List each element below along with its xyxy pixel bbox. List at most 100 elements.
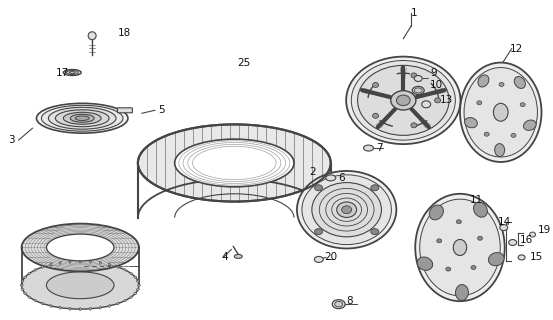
Ellipse shape <box>422 101 431 108</box>
Ellipse shape <box>411 73 417 78</box>
Ellipse shape <box>75 116 89 121</box>
Text: 1: 1 <box>411 8 418 18</box>
Ellipse shape <box>41 266 44 268</box>
Ellipse shape <box>108 263 111 266</box>
Ellipse shape <box>24 292 27 294</box>
Ellipse shape <box>28 272 31 275</box>
Ellipse shape <box>90 307 91 310</box>
Ellipse shape <box>59 261 61 264</box>
Ellipse shape <box>435 98 441 103</box>
Ellipse shape <box>415 194 505 301</box>
Ellipse shape <box>34 300 36 302</box>
Ellipse shape <box>414 76 422 82</box>
Text: 4: 4 <box>221 252 228 262</box>
Ellipse shape <box>446 267 451 271</box>
Ellipse shape <box>530 232 535 237</box>
Ellipse shape <box>371 229 379 235</box>
Ellipse shape <box>88 32 96 40</box>
Ellipse shape <box>137 280 139 282</box>
Ellipse shape <box>69 307 71 310</box>
Text: 9: 9 <box>430 68 437 77</box>
Ellipse shape <box>495 144 505 156</box>
Ellipse shape <box>456 220 461 224</box>
Ellipse shape <box>50 305 52 307</box>
Ellipse shape <box>66 70 78 75</box>
Text: 11: 11 <box>470 195 483 205</box>
Text: 6: 6 <box>338 173 345 183</box>
Text: 12: 12 <box>510 44 523 54</box>
Ellipse shape <box>363 145 373 151</box>
Ellipse shape <box>397 95 410 106</box>
Ellipse shape <box>499 83 504 86</box>
Text: 13: 13 <box>440 95 453 105</box>
Ellipse shape <box>21 288 24 291</box>
Ellipse shape <box>124 269 127 271</box>
Ellipse shape <box>437 239 442 243</box>
Text: 20: 20 <box>324 252 337 262</box>
Text: 14: 14 <box>498 217 511 227</box>
Ellipse shape <box>373 113 379 118</box>
Ellipse shape <box>337 202 357 218</box>
Ellipse shape <box>79 308 81 311</box>
Ellipse shape <box>460 63 541 162</box>
Ellipse shape <box>46 272 114 299</box>
Ellipse shape <box>69 260 71 263</box>
Ellipse shape <box>524 120 536 130</box>
Text: 10: 10 <box>430 80 444 91</box>
Ellipse shape <box>134 276 137 278</box>
Ellipse shape <box>21 280 24 282</box>
Ellipse shape <box>59 306 61 309</box>
Ellipse shape <box>41 105 123 131</box>
Ellipse shape <box>28 296 31 298</box>
Ellipse shape <box>70 114 94 122</box>
Ellipse shape <box>302 175 392 244</box>
Ellipse shape <box>41 302 44 305</box>
Text: 25: 25 <box>237 58 251 68</box>
Ellipse shape <box>99 306 101 309</box>
Ellipse shape <box>391 91 416 110</box>
Ellipse shape <box>69 72 75 74</box>
Ellipse shape <box>312 183 382 237</box>
Ellipse shape <box>417 257 432 270</box>
Ellipse shape <box>332 300 345 308</box>
Ellipse shape <box>79 260 81 263</box>
Ellipse shape <box>129 296 132 298</box>
Text: 17: 17 <box>55 68 69 77</box>
Text: 19: 19 <box>538 225 551 235</box>
Ellipse shape <box>99 261 101 264</box>
Ellipse shape <box>411 123 417 128</box>
Ellipse shape <box>22 261 139 309</box>
Ellipse shape <box>471 266 476 269</box>
Ellipse shape <box>493 103 508 121</box>
Ellipse shape <box>488 252 504 266</box>
Ellipse shape <box>464 68 538 157</box>
Ellipse shape <box>478 75 489 87</box>
Ellipse shape <box>50 263 52 266</box>
Ellipse shape <box>314 256 324 262</box>
Ellipse shape <box>473 202 487 217</box>
Ellipse shape <box>371 185 379 191</box>
Ellipse shape <box>90 260 91 263</box>
Ellipse shape <box>413 86 424 94</box>
Ellipse shape <box>175 139 294 187</box>
Ellipse shape <box>129 272 132 275</box>
Ellipse shape <box>373 83 379 87</box>
Ellipse shape <box>520 103 525 107</box>
Ellipse shape <box>234 254 242 259</box>
Ellipse shape <box>64 112 101 124</box>
Ellipse shape <box>346 57 461 144</box>
Ellipse shape <box>297 171 397 248</box>
Ellipse shape <box>20 284 23 286</box>
Ellipse shape <box>342 206 352 213</box>
Ellipse shape <box>64 69 81 76</box>
Ellipse shape <box>315 229 322 235</box>
Text: 2: 2 <box>309 167 316 177</box>
Ellipse shape <box>22 224 139 271</box>
Ellipse shape <box>335 301 343 307</box>
Ellipse shape <box>315 185 322 191</box>
Ellipse shape <box>137 288 139 291</box>
Text: 8: 8 <box>347 296 353 306</box>
Text: 3: 3 <box>9 135 15 145</box>
Ellipse shape <box>46 234 114 261</box>
Ellipse shape <box>49 107 116 129</box>
